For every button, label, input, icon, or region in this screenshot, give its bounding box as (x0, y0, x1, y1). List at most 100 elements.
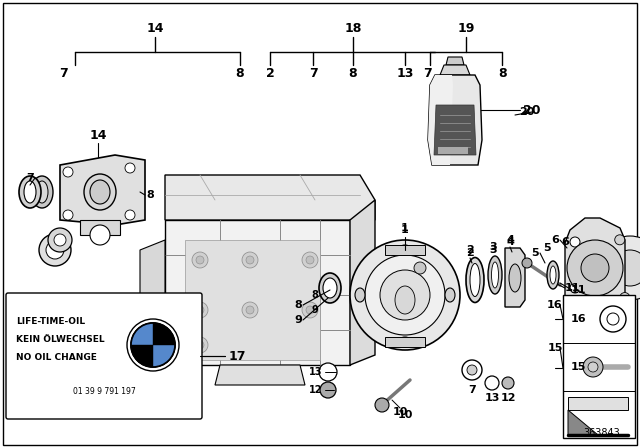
Text: 1: 1 (401, 223, 409, 233)
Polygon shape (60, 155, 145, 225)
Text: 2: 2 (466, 245, 474, 255)
Text: 14: 14 (89, 129, 107, 142)
Circle shape (48, 228, 72, 252)
Text: 9: 9 (312, 305, 318, 315)
Circle shape (196, 341, 204, 349)
Text: 18: 18 (344, 22, 362, 34)
Bar (563, 295, 635, 438)
Text: 7: 7 (308, 66, 317, 79)
Circle shape (570, 283, 580, 293)
Text: 8: 8 (146, 190, 154, 200)
Text: 15: 15 (547, 343, 563, 353)
Text: 14: 14 (147, 22, 164, 34)
Circle shape (306, 306, 314, 314)
Text: 2: 2 (266, 66, 275, 79)
Circle shape (131, 323, 175, 367)
Polygon shape (565, 218, 625, 318)
Text: 10: 10 (392, 407, 408, 417)
Ellipse shape (488, 256, 502, 294)
Ellipse shape (550, 266, 556, 284)
Circle shape (612, 250, 640, 286)
Circle shape (570, 237, 580, 247)
Circle shape (125, 210, 135, 220)
Circle shape (192, 337, 208, 353)
Circle shape (414, 262, 426, 274)
Text: 7: 7 (424, 66, 433, 79)
Circle shape (46, 241, 64, 259)
Ellipse shape (509, 264, 521, 292)
Text: 7: 7 (59, 66, 67, 79)
Text: 13: 13 (484, 393, 500, 403)
Text: 19: 19 (458, 22, 475, 34)
Polygon shape (165, 220, 350, 365)
Text: 363843: 363843 (583, 428, 620, 438)
Text: 12: 12 (309, 385, 323, 395)
Polygon shape (428, 75, 482, 165)
Circle shape (485, 376, 499, 390)
Polygon shape (568, 410, 598, 435)
Circle shape (196, 256, 204, 264)
Ellipse shape (319, 273, 341, 303)
Wedge shape (153, 345, 175, 367)
Text: 1: 1 (401, 225, 409, 235)
Circle shape (125, 163, 135, 173)
Circle shape (620, 293, 630, 302)
Polygon shape (385, 245, 425, 255)
Circle shape (192, 252, 208, 268)
Text: 4: 4 (506, 235, 514, 245)
Circle shape (467, 365, 477, 375)
Polygon shape (446, 57, 464, 65)
Text: 01 39 9 791 197: 01 39 9 791 197 (72, 387, 136, 396)
Polygon shape (440, 65, 470, 75)
Circle shape (522, 258, 532, 268)
Circle shape (242, 252, 258, 268)
Text: 7: 7 (26, 173, 34, 183)
Ellipse shape (31, 176, 53, 208)
Circle shape (581, 254, 609, 282)
Text: 8: 8 (294, 300, 302, 310)
Text: 15: 15 (571, 362, 586, 372)
Polygon shape (385, 337, 425, 347)
Ellipse shape (445, 288, 455, 302)
Polygon shape (428, 75, 453, 165)
Circle shape (196, 306, 204, 314)
Text: 7: 7 (468, 385, 476, 395)
Circle shape (320, 382, 336, 398)
Circle shape (54, 234, 66, 246)
Circle shape (502, 377, 514, 389)
Text: 6: 6 (551, 235, 559, 245)
Wedge shape (131, 345, 153, 367)
Ellipse shape (90, 180, 110, 204)
Text: 3: 3 (489, 245, 497, 255)
Circle shape (600, 306, 626, 332)
Ellipse shape (398, 337, 412, 347)
Wedge shape (131, 323, 153, 345)
Circle shape (246, 256, 254, 264)
Ellipse shape (84, 174, 116, 210)
Text: 8: 8 (312, 290, 319, 300)
Text: 11: 11 (570, 285, 586, 295)
Bar (438, 147, 468, 154)
Text: 2: 2 (466, 248, 474, 258)
Text: 11: 11 (564, 283, 580, 293)
Polygon shape (165, 175, 375, 220)
Ellipse shape (547, 261, 559, 289)
Polygon shape (434, 105, 476, 155)
Text: 16: 16 (547, 300, 563, 310)
Text: 13: 13 (309, 367, 323, 377)
Circle shape (63, 210, 73, 220)
Text: NO OIL CHANGE: NO OIL CHANGE (16, 353, 97, 362)
Circle shape (570, 260, 580, 270)
Circle shape (302, 302, 318, 318)
Circle shape (615, 235, 625, 245)
Circle shape (319, 363, 337, 381)
Circle shape (588, 362, 598, 372)
Ellipse shape (395, 286, 415, 314)
Polygon shape (350, 200, 375, 365)
Circle shape (380, 270, 430, 320)
Circle shape (595, 268, 605, 278)
Ellipse shape (323, 278, 337, 298)
Circle shape (302, 252, 318, 268)
Circle shape (567, 240, 623, 296)
Circle shape (242, 302, 258, 318)
